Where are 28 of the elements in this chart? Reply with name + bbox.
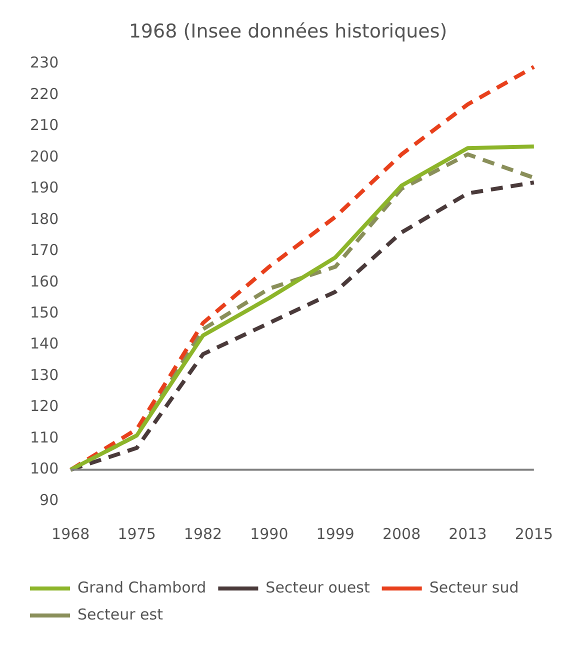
x-tick-label: 2015: [514, 524, 554, 543]
y-tick-label: 160: [30, 272, 59, 290]
y-tick-label: 180: [30, 210, 59, 228]
legend-label: Grand Chambord: [78, 578, 206, 596]
legend-label: Secteur est: [78, 605, 164, 624]
x-tick-label: 2013: [448, 524, 487, 543]
x-tick-label: 1982: [184, 524, 222, 543]
y-tick-label: 200: [30, 147, 59, 166]
y-tick-label: 170: [30, 241, 59, 260]
y-tick-label: 130: [30, 366, 59, 384]
x-tick-label: 1990: [250, 524, 288, 543]
y-tick-label: 150: [30, 304, 59, 322]
y-tick-label: 220: [30, 84, 59, 103]
x-tick-label: 1968: [52, 524, 90, 543]
y-tick-label: 190: [30, 178, 59, 197]
y-tick-label: 120: [30, 397, 59, 416]
y-tick-label: 140: [30, 334, 59, 353]
x-tick-label: 1975: [118, 524, 156, 543]
legend-label: Secteur sud: [429, 578, 519, 596]
legend-label: Secteur ouest: [266, 578, 370, 596]
y-tick-label: 100: [30, 460, 59, 478]
x-tick-label: 1999: [316, 524, 354, 543]
y-tick-label: 110: [30, 428, 59, 446]
y-tick-label: 90: [40, 490, 59, 509]
chart-title: 1968 (Insee données historiques): [128, 20, 448, 42]
y-tick-label: 210: [30, 116, 59, 134]
x-tick-label: 2008: [382, 524, 421, 543]
y-tick-label: 230: [30, 54, 59, 72]
